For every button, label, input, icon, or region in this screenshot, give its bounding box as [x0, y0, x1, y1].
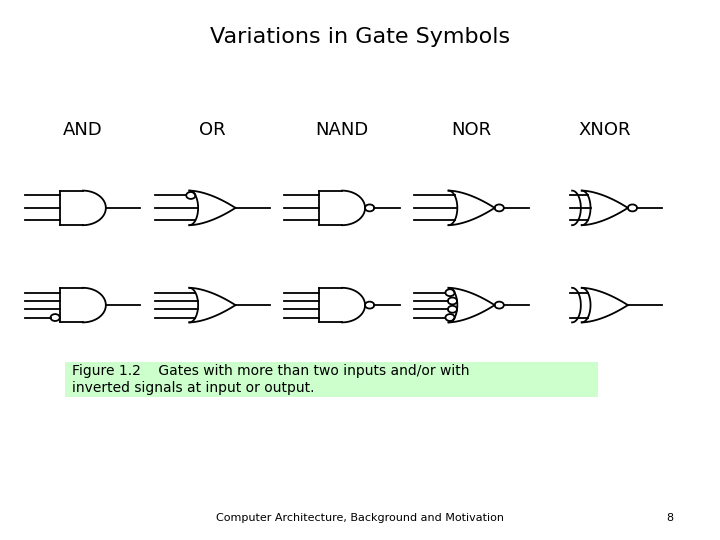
- Text: OR: OR: [199, 120, 225, 139]
- Text: XNOR: XNOR: [579, 120, 631, 139]
- Text: Figure 1.2    Gates with more than two inputs and/or with
inverted signals at in: Figure 1.2 Gates with more than two inpu…: [72, 364, 469, 395]
- Text: NAND: NAND: [315, 120, 369, 139]
- Text: AND: AND: [63, 120, 103, 139]
- Text: Computer Architecture, Background and Motivation: Computer Architecture, Background and Mo…: [216, 514, 504, 523]
- Text: 8: 8: [666, 514, 673, 523]
- Text: Variations in Gate Symbols: Variations in Gate Symbols: [210, 27, 510, 47]
- FancyBboxPatch shape: [65, 362, 598, 397]
- Text: NOR: NOR: [451, 120, 492, 139]
